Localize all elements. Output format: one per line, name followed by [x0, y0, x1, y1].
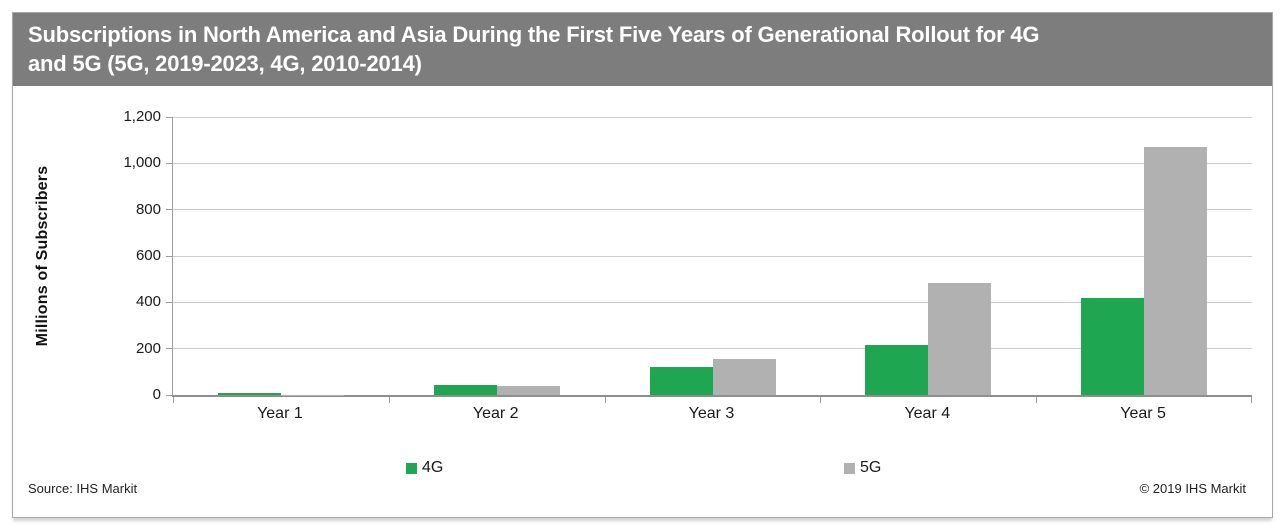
bar-4g-year-1	[217, 392, 281, 395]
bar-5g-year-5	[1144, 147, 1208, 395]
legend-label-5g: 5G	[860, 459, 882, 476]
bar-5g-year-3	[712, 359, 776, 395]
y-tick-label-600: 600	[135, 247, 161, 264]
x-category-label-3: Year 3	[688, 405, 735, 422]
y-tick-label-1200: 1,200	[123, 108, 161, 125]
y-tick-label-400: 400	[135, 293, 161, 311]
y-tick-label-1000: 1,000	[123, 154, 161, 172]
chart-figure: Subscriptions in North America and Asia …	[12, 12, 1273, 518]
footer-source: Source: IHS Markit	[28, 481, 138, 496]
x-category-label-1: Year 1	[257, 405, 303, 422]
x-tick-0	[173, 397, 174, 403]
y-tick-400	[166, 301, 173, 303]
gridline-1000	[173, 162, 1252, 164]
title-bar: Subscriptions in North America and Asia …	[13, 13, 1272, 86]
x-tick-4	[1036, 397, 1038, 403]
y-axis-tick-labels: 0 200 400 600 800 1,000 1,200	[13, 108, 161, 403]
y-tick-label-800: 800	[135, 200, 161, 218]
x-tick-1	[388, 397, 390, 403]
chart-title: Subscriptions in North America and Asia …	[28, 20, 1262, 78]
legend-marker-4g	[406, 462, 417, 474]
x-category-label-2: Year 2	[472, 405, 519, 422]
gridline-1200	[173, 116, 1252, 118]
footer-copyright: © 2019 IHS Markit	[1139, 481, 1246, 496]
y-tick-600	[166, 255, 173, 257]
bar-4g-year-4	[865, 345, 929, 395]
gridline-600	[173, 255, 1252, 257]
y-tick-1200	[166, 116, 173, 118]
y-tick-800	[166, 209, 173, 211]
bar-4g-year-5	[1081, 297, 1145, 395]
y-tick-label-0: 0	[152, 386, 161, 403]
bar-5g-year-4	[928, 282, 992, 395]
x-category-label-4: Year 4	[904, 405, 951, 422]
legend-label-4g: 4G	[422, 459, 444, 476]
x-category-label-5: Year 5	[1120, 405, 1166, 422]
gridline-400	[173, 301, 1252, 303]
y-tick-1000	[166, 162, 173, 164]
bar-5g-year-2	[496, 385, 560, 395]
legend-marker-5g	[844, 462, 855, 474]
chart-title-line-2: and 5G (5G, 2019-2023, 4G, 2010-2014)	[28, 51, 422, 76]
gridline-200	[173, 348, 1252, 350]
bar-4g-year-2	[433, 384, 497, 395]
y-tick-200	[166, 348, 173, 350]
y-tick-label-200: 200	[135, 339, 161, 357]
x-tick-2	[604, 397, 606, 403]
y-tick-0	[166, 394, 173, 396]
plot-area	[166, 116, 1252, 403]
x-tick-5	[1251, 397, 1252, 403]
bar-4g-year-3	[649, 367, 713, 395]
gridline-800	[173, 209, 1252, 211]
chart-title-line-1: Subscriptions in North America and Asia …	[28, 22, 1040, 47]
x-axis-category-labels: Year 1 Year 2 Year 3 Year 4 Year 5	[172, 405, 1251, 427]
legend-item-5g: 5G	[844, 459, 881, 477]
x-tick-3	[820, 397, 822, 403]
legend-item-4g: 4G	[406, 459, 443, 477]
